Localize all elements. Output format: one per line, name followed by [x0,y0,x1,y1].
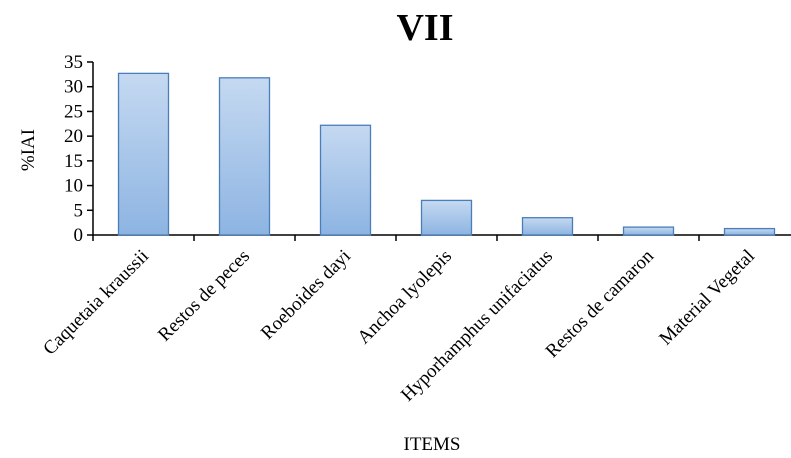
chart-title: VII [396,7,453,49]
bar [420,199,473,236]
bar [117,72,170,236]
y-tick-label: 35 [64,52,83,73]
x-tick-label: Material Vegetal [655,246,759,350]
y-axis-label: %IAI [18,129,39,171]
x-tick-label: Anchoa lyolepis [353,246,456,349]
x-tick-labels: Caquetaia kraussii Restos de peces Roeboid… [39,245,759,405]
bars [117,72,776,236]
x-tick-label: Restos de camaron [542,245,659,362]
y-tick-label: 0 [74,225,84,246]
x-tick-label: Roeboides dayi [257,246,355,344]
x-tick-label: Restos de peces [154,246,254,346]
bar [723,227,776,236]
bar [319,124,372,236]
y-tick-label: 15 [64,151,83,172]
y-tick-label: 30 [64,77,83,98]
y-tick-label: 20 [64,126,83,147]
x-axis [92,234,791,241]
y-tick-label: 25 [64,101,83,122]
bar [218,77,271,236]
y-tick-label: 5 [74,200,84,221]
bar [521,217,574,236]
x-tick-label: Caquetaia kraussii [39,246,153,360]
y-tick-label: 10 [64,176,83,197]
x-axis-label: ITEMS [404,434,461,455]
y-axis: 0 5 10 15 20 25 30 35 [64,52,94,246]
bar [622,226,675,236]
